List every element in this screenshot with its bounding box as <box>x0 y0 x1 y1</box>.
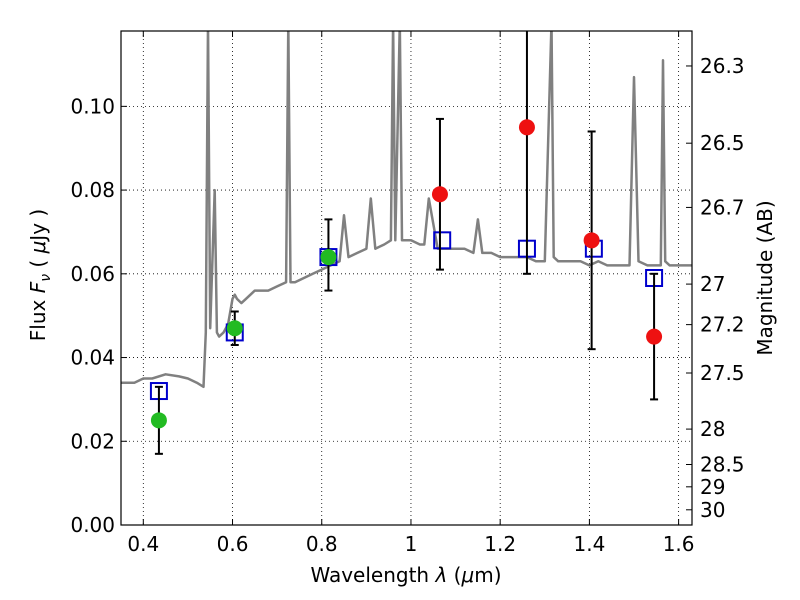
y2-tick-label: 27.5 <box>700 361 745 385</box>
x-axis-label-open: ( <box>447 563 461 587</box>
photometry-point <box>150 412 167 429</box>
x-tick-label: 1.2 <box>484 532 516 556</box>
spectrum-line <box>121 31 692 389</box>
x-tick-label: 1 <box>405 532 418 556</box>
y-axis-label-open: ( <box>26 253 50 274</box>
photometry-point <box>226 320 243 337</box>
x-tick-label: 0.6 <box>217 532 249 556</box>
x-tick-label: 0.4 <box>127 532 159 556</box>
x-axis-label: Wavelength λ (μm) <box>310 563 501 587</box>
y2-tick-label: 28.5 <box>700 452 745 476</box>
y-axis-label-nu: ν <box>38 274 54 282</box>
y2-tick-label: 30 <box>700 498 725 522</box>
plot-frame <box>120 30 693 526</box>
photometry-point <box>646 328 663 345</box>
y2-tick-label: 28 <box>700 417 725 441</box>
x-tick-labels: 0.4 0.6 0.8 1 1.2 1.4 1.6 <box>127 532 694 556</box>
y2-axis-label: Magnitude (AB) <box>753 200 777 355</box>
y-tick-label: 0.08 <box>70 178 115 202</box>
y2-tick-label: 29 <box>700 475 725 499</box>
photometry-point <box>320 249 337 266</box>
photometry-point <box>518 119 535 136</box>
x-axis-label-text: Wavelength <box>310 563 435 587</box>
y-axis-label: Flux Fν ( μJy ) <box>26 209 54 341</box>
y-tick-label: 0.06 <box>70 262 115 286</box>
x-axis-label-mu: μ <box>460 563 474 587</box>
y-tick-label: 0.00 <box>70 513 115 537</box>
y-tick-labels: 0.00 0.02 0.04 0.06 0.08 0.10 <box>70 94 115 537</box>
x-axis-label-lambda: λ <box>434 563 447 587</box>
y2-tick-label: 26.5 <box>700 131 745 155</box>
y-axis-label-F: F <box>26 281 50 293</box>
y-axis-label-unit: Jy ) <box>26 209 50 243</box>
data-layer <box>121 31 692 455</box>
y2-tick-label: 26.7 <box>700 195 745 219</box>
y-tick-label: 0.04 <box>70 346 115 370</box>
x-tick-label: 1.4 <box>573 532 605 556</box>
y-axis-label-text: Flux <box>26 293 50 341</box>
y-tick-label: 0.02 <box>70 429 115 453</box>
x-tick-label: 1.6 <box>663 532 695 556</box>
model-square-marker <box>433 231 452 250</box>
ticks <box>121 31 692 526</box>
y2-tick-label: 27 <box>700 272 725 296</box>
y-tick-label: 0.10 <box>70 94 115 118</box>
y2-tick-label: 27.2 <box>700 313 745 337</box>
x-tick-label: 0.8 <box>306 532 338 556</box>
photometry-point <box>583 232 600 249</box>
photometry-point <box>431 186 448 203</box>
y2-tick-label: 26.3 <box>700 54 745 78</box>
y-axis-label-mu: μ <box>26 241 50 255</box>
x-axis-label-unit: m) <box>474 563 501 587</box>
